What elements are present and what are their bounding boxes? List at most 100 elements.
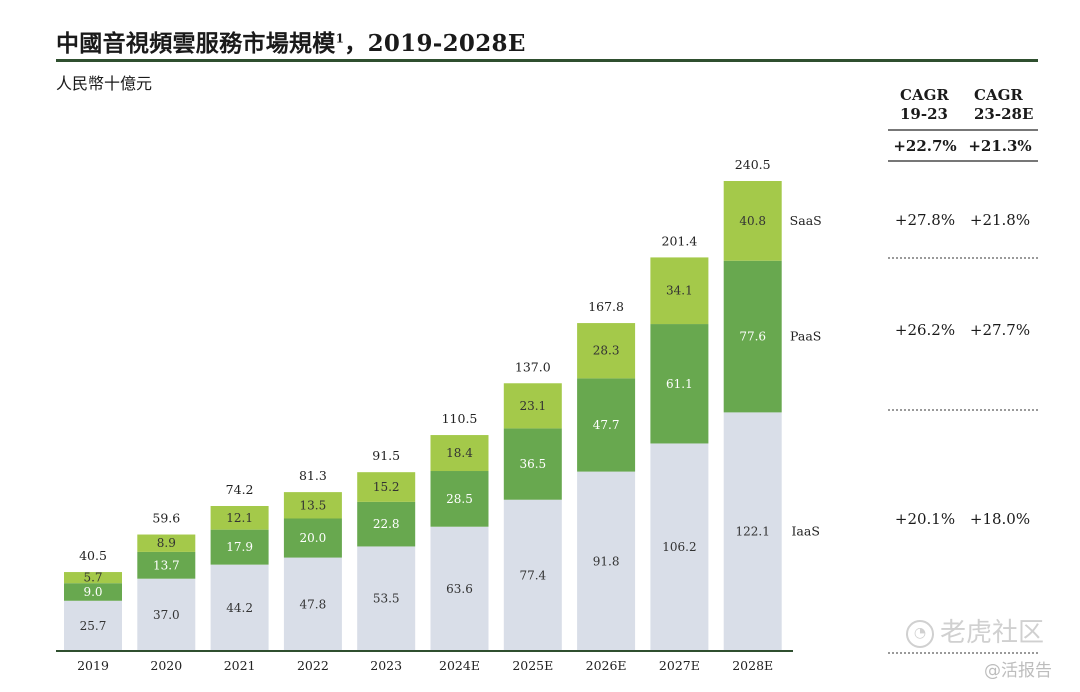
bar-paas-2020	[137, 551, 196, 579]
cagr-total-19-23: +22.7%	[893, 137, 957, 155]
total-label-2022: 81.3	[299, 468, 327, 483]
title-divider	[56, 59, 1038, 62]
total-label-2024E: 110.5	[442, 411, 478, 426]
bar-paas-2026E	[577, 378, 636, 472]
data-label-iaas-2021: 44.2	[226, 601, 253, 615]
data-label-iaas-2024E: 63.6	[446, 582, 473, 596]
data-label-paas-2025E: 36.5	[519, 457, 546, 471]
bar-saas-2023	[357, 472, 416, 502]
x-tick-label-2022: 2022	[297, 658, 329, 673]
bar-iaas-2021	[210, 564, 269, 651]
cagr-saas-divider	[888, 257, 1038, 259]
data-label-iaas-2025E: 77.4	[519, 568, 546, 582]
bar-paas-2022	[283, 518, 342, 558]
bar-paas-2025E	[503, 428, 562, 500]
title-footnote-mark: 1	[335, 31, 345, 46]
cagr-header-19-23-line2: 19-23	[900, 105, 948, 123]
data-label-paas-2022: 20.0	[300, 531, 327, 545]
data-label-iaas-2027E: 106.2	[662, 540, 696, 554]
x-tick-label-2024E: 2024E	[439, 658, 480, 673]
data-label-saas-2026E: 28.3	[593, 344, 620, 358]
cagr-saas-23-28e: +21.8%	[969, 211, 1031, 229]
chart-title: 中國音視頻雲服務市場規模1，2019-2028E	[56, 24, 526, 58]
cagr-iaas-23-28e: +18.0%	[969, 510, 1031, 528]
data-label-paas-2027E: 61.1	[666, 377, 693, 391]
data-label-paas-2021: 17.9	[226, 540, 253, 554]
bar-saas-2022	[283, 492, 342, 519]
data-label-paas-2024E: 28.5	[446, 492, 473, 506]
cagr-total-23-28e: +21.3%	[968, 137, 1032, 155]
total-label-2019: 40.5	[79, 548, 107, 563]
bar-paas-2028E	[723, 260, 782, 413]
bar-paas-2019	[64, 583, 122, 601]
x-tick-label-2028E: 2028E	[732, 658, 773, 673]
bar-paas-2023	[357, 501, 416, 547]
cagr-header-rule	[888, 129, 1038, 131]
data-label-iaas-2028E: 122.1	[736, 525, 770, 539]
data-label-saas-2019: 5.7	[83, 571, 102, 585]
bar-iaas-2023	[357, 546, 416, 651]
data-label-paas-2020: 13.7	[153, 558, 180, 572]
cagr-header-19-23: CAGR 19-23	[900, 86, 970, 124]
cagr-paas-divider	[888, 409, 1038, 411]
x-tick-label-2023: 2023	[370, 658, 402, 673]
bar-iaas-2025E	[503, 499, 562, 651]
cagr-total-rule	[888, 160, 1038, 162]
total-label-2028E: 240.5	[735, 157, 771, 172]
total-label-2026E: 167.8	[588, 299, 624, 314]
bar-iaas-2026E	[577, 471, 636, 651]
bar-saas-2020	[137, 534, 196, 552]
cagr-iaas-19-23: +20.1%	[894, 510, 956, 528]
legend-label-paas: PaaS	[790, 329, 821, 344]
watermark-handle: @活报告	[984, 661, 1052, 681]
bar-iaas-2019	[64, 600, 122, 651]
watermark-brand: 老虎社区	[940, 618, 1045, 648]
data-label-iaas-2022: 47.8	[300, 597, 327, 611]
watermark: ◔ 老虎社区	[906, 612, 1044, 649]
x-tick-label-2020: 2020	[150, 658, 182, 673]
data-label-saas-2022: 13.5	[300, 498, 327, 512]
data-label-paas-2026E: 47.7	[593, 418, 620, 432]
title-rest: ，2019-2028E	[344, 30, 526, 57]
data-label-saas-2027E: 34.1	[666, 284, 693, 298]
total-label-2027E: 201.4	[662, 233, 698, 248]
bar-iaas-2024E	[430, 526, 489, 651]
bar-saas-2027E	[650, 257, 709, 325]
data-label-paas-2019: 9.0	[83, 585, 102, 599]
x-tick-label-2026E: 2026E	[586, 658, 627, 673]
data-label-iaas-2026E: 91.8	[593, 554, 620, 568]
legend-label-saas: SaaS	[790, 213, 822, 228]
total-label-2020: 59.6	[152, 511, 180, 526]
data-label-saas-2028E: 40.8	[739, 214, 766, 228]
cagr-header-23-28e-line2: 23-28E	[974, 105, 1034, 123]
bar-saas-2024E	[430, 435, 489, 472]
data-label-paas-2023: 22.8	[373, 517, 400, 531]
x-tick-label-2021: 2021	[224, 658, 256, 673]
bar-saas-2021	[210, 505, 269, 530]
data-label-iaas-2019: 25.7	[80, 619, 107, 633]
bar-saas-2019	[64, 572, 122, 584]
bar-iaas-2020	[137, 578, 196, 651]
x-tick-label-2027E: 2027E	[659, 658, 700, 673]
bar-iaas-2028E	[723, 412, 782, 651]
data-label-saas-2020: 8.9	[157, 536, 176, 550]
x-tick-label-2025E: 2025E	[512, 658, 553, 673]
cagr-header-19-23-line1: CAGR	[900, 86, 949, 104]
bar-saas-2028E	[723, 181, 782, 261]
bar-iaas-2027E	[650, 443, 709, 651]
data-label-iaas-2023: 53.5	[373, 592, 400, 606]
bar-saas-2026E	[577, 323, 636, 379]
cagr-paas-19-23: +26.2%	[894, 321, 956, 339]
data-label-paas-2028E: 77.6	[739, 330, 766, 344]
legend-label-iaas: IaaS	[791, 524, 819, 539]
cagr-iaas-divider	[888, 652, 1038, 654]
data-label-saas-2023: 15.2	[373, 480, 400, 494]
cagr-header-23-28e-line1: CAGR	[974, 86, 1023, 104]
x-tick-label-2019: 2019	[77, 658, 109, 673]
bar-paas-2027E	[650, 324, 709, 444]
data-label-saas-2025E: 23.1	[519, 399, 546, 413]
bar-saas-2025E	[503, 383, 562, 429]
total-label-2021: 74.2	[226, 482, 254, 497]
title-main: 中國音視頻雲服務市場規模	[56, 30, 336, 57]
